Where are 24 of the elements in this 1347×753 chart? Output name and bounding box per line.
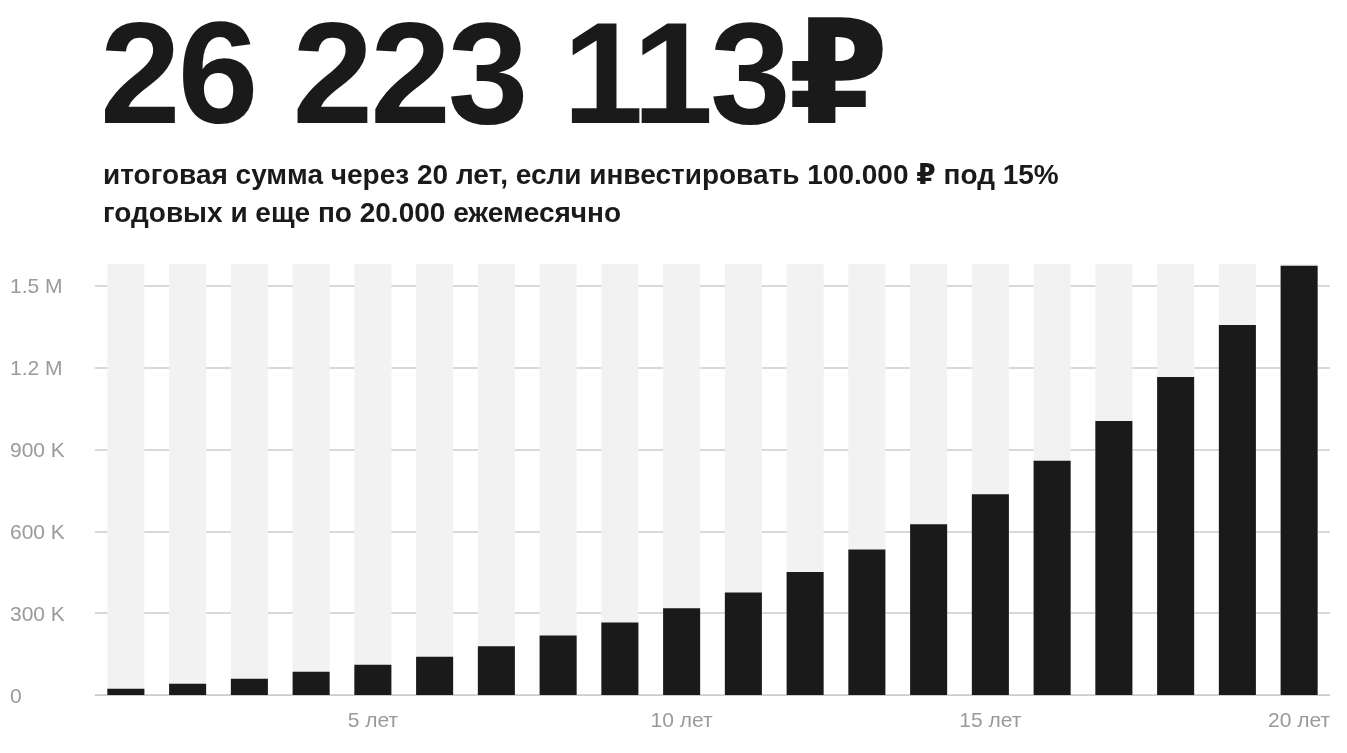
x-tick-label: 20 лет bbox=[1268, 708, 1331, 731]
bar bbox=[416, 656, 454, 695]
y-tick-label: 300 K bbox=[10, 601, 65, 625]
y-tick-label: 1.5 M bbox=[10, 274, 63, 298]
y-tick-label: 600 K bbox=[10, 519, 65, 543]
y-tick-label: 1.2 M bbox=[10, 356, 63, 380]
bar bbox=[292, 671, 330, 695]
chart-subtitle: итоговая сумма через 20 лет, если инвестировать 100.000 ₽ под 15% годовых и еще по 20.000 ежемесячно bbox=[103, 158, 1060, 230]
bar bbox=[230, 678, 268, 695]
bar bbox=[724, 592, 762, 695]
bar bbox=[601, 622, 639, 695]
bar bbox=[539, 635, 577, 695]
y-tick-label: 900 K bbox=[10, 437, 65, 461]
bar bbox=[169, 683, 207, 695]
bar bbox=[477, 646, 515, 695]
bar bbox=[107, 688, 145, 695]
x-tick-label: 5 лет bbox=[347, 708, 399, 731]
x-tick-label: 10 лет bbox=[650, 708, 714, 731]
bar bbox=[786, 571, 824, 695]
chart-title: 26 223 113₽ bbox=[100, 0, 886, 154]
y-tick-label: 0 bbox=[10, 683, 22, 707]
x-tick-label: 15 лет bbox=[959, 708, 1022, 731]
bar bbox=[663, 608, 701, 695]
bar bbox=[354, 664, 392, 695]
